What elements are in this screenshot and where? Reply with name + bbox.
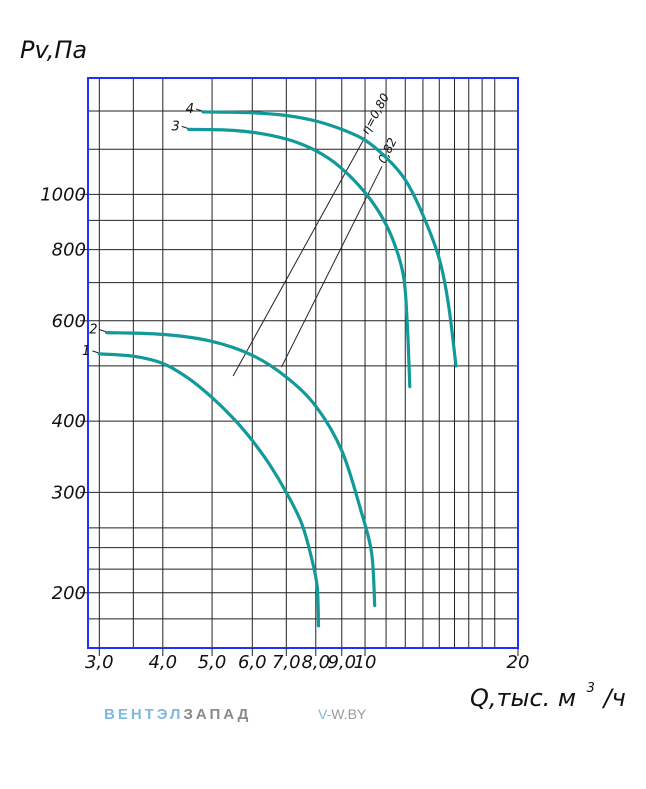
curve-2: [105, 331, 377, 608]
x-tick-label: 8,0: [301, 652, 330, 673]
curve-3-leader: [181, 125, 188, 129]
curve-2-leader: [99, 329, 106, 333]
site-watermark-part2: W.BY: [331, 706, 367, 722]
y-tick-label: 1000: [40, 184, 86, 205]
x-axis-label-tail: /ч: [602, 684, 626, 712]
efficiency-line-1-label: η=0,80: [358, 91, 392, 137]
y-tick-label: 600: [52, 311, 86, 332]
grid: [88, 78, 519, 648]
efficiency-line-2: [281, 166, 383, 368]
curve-4-label: 4: [186, 102, 194, 117]
y-tick-label: 400: [52, 411, 86, 432]
fan-curves: 1 2 34: [82, 102, 458, 628]
curve-1-label: 1: [82, 344, 90, 359]
curve-4: [201, 110, 458, 368]
x-tick-label: 5,0: [198, 652, 227, 673]
curve-3: [187, 127, 412, 389]
x-axis-label: Q,тыс. м 3 /ч: [470, 670, 626, 712]
curve-1-leader: [92, 350, 99, 354]
site-watermark-part1: V-: [318, 706, 332, 722]
curve-1: [97, 352, 321, 628]
x-tick-label: 6,0: [238, 652, 267, 673]
x-tick-label: 20: [507, 652, 530, 673]
brand-watermark-part1: ВЕНТЭЛ: [104, 706, 184, 723]
x-tick-label: 10: [354, 652, 377, 673]
brand-watermark-part2: ЗАПАД: [183, 706, 252, 723]
y-axis-label: Pv,Па: [20, 36, 87, 64]
brand-watermark: ВЕНТЭЛЗАПАД: [104, 706, 251, 723]
x-axis-label-main: Q,тыс. м: [470, 684, 576, 712]
curve-4-leader: [195, 108, 203, 112]
x-axis-label-sup: 3: [587, 681, 595, 696]
curve-3-label: 3: [172, 119, 180, 134]
y-tick-label: 300: [52, 482, 86, 503]
x-tick-label: 9,0: [327, 652, 356, 673]
curve-2-label: 2: [89, 323, 97, 338]
x-tick-label: 3,0: [85, 652, 114, 673]
tick-labels: 3,0 4,0 5,0 6,0 7,0 8,09,010 20 200 300 400 600 800…: [40, 184, 529, 673]
x-tick-label: 4,0: [148, 652, 177, 673]
y-tick-label: 800: [52, 240, 86, 261]
plot-frame: [87, 77, 519, 649]
efficiency-line-1: [232, 136, 366, 377]
site-watermark: V-W.BY: [318, 706, 366, 722]
y-tick-label: 200: [52, 583, 86, 604]
x-tick-label: 7,0: [272, 652, 301, 673]
